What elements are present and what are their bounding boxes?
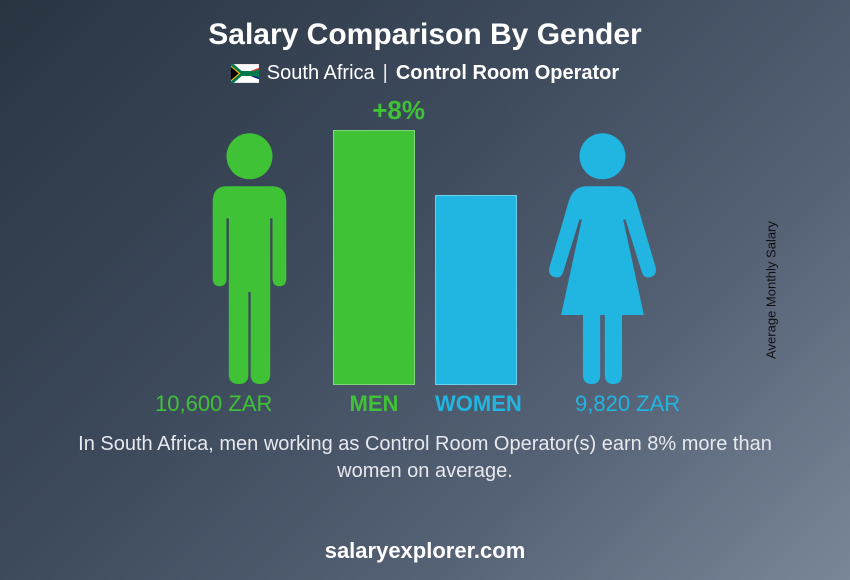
bar-label-men: MEN [333,391,415,417]
bar-label-women: WOMEN [435,391,517,417]
y-axis-label: Average Monthly Salary [764,221,779,359]
pct-diff-label: +8% [372,95,425,126]
page-title: Salary Comparison By Gender [0,18,850,52]
salary-men: 10,600 ZAR [155,391,272,417]
caption-text: In South Africa, men working as Control … [0,431,850,485]
flag-icon [231,64,259,83]
divider: | [383,62,388,85]
woman-icon [545,130,660,385]
bar-women [435,195,517,385]
country-label: South Africa [267,62,375,85]
man-icon [192,130,307,385]
subtitle-row: South Africa | Control Room Operator [0,62,850,85]
bar-men [333,130,415,385]
salary-women: 9,820 ZAR [575,391,680,417]
site-label: salaryexplorer.com [0,538,850,564]
job-title: Control Room Operator [396,62,619,85]
bars-group [333,130,517,385]
chart-area: +8% MEN WOMEN 10,600 ZAR 9,820 ZAR [0,95,850,425]
